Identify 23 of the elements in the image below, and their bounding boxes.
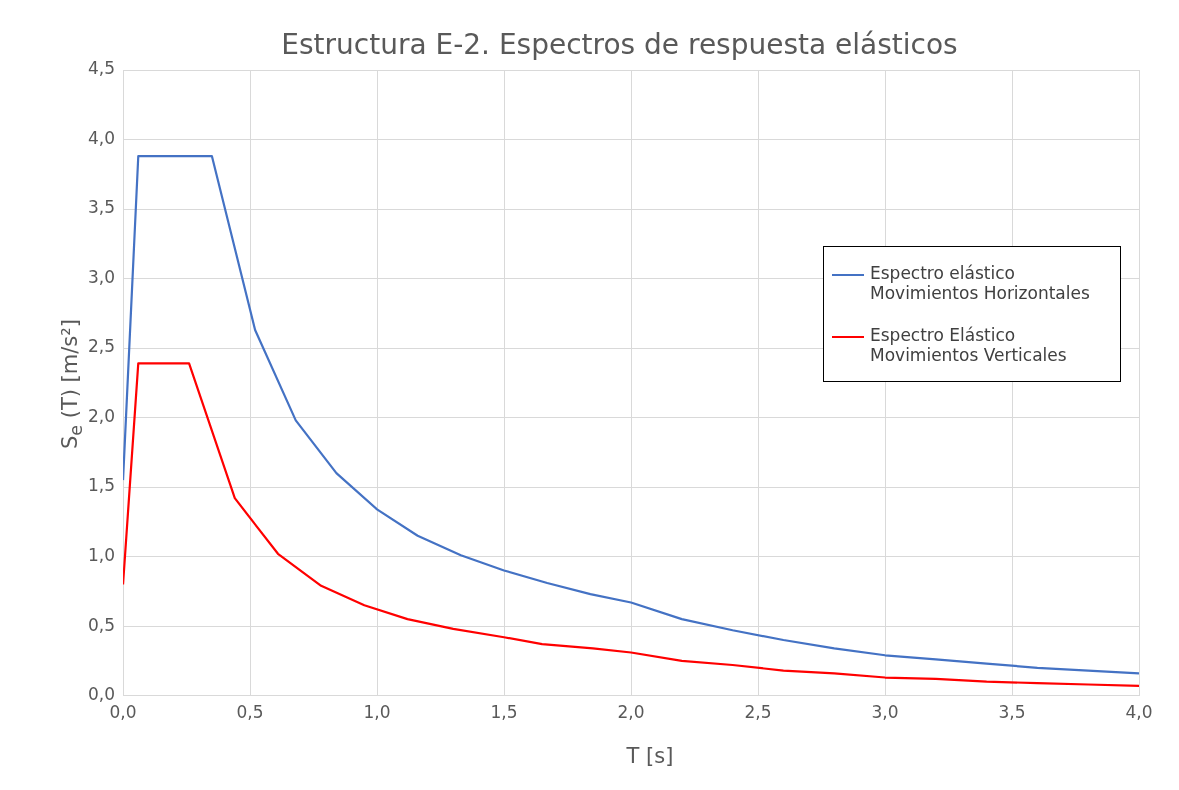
x-tick-label: 0,0 — [109, 702, 137, 723]
y-tick-label: 3,0 — [87, 266, 116, 287]
y-tick-label: 2,0 — [87, 405, 116, 426]
x-tick-label: 2,5 — [744, 702, 772, 723]
x-tick-label: 4,0 — [1125, 702, 1153, 723]
x-tick-label: 0,5 — [236, 702, 264, 723]
x-tick-label: 1,0 — [363, 702, 391, 723]
y-tick-label: 3,5 — [87, 197, 116, 218]
x-tick-label: 3,5 — [998, 702, 1026, 723]
y-tick-label: 0,5 — [87, 614, 116, 635]
y-tick-label: 4,0 — [87, 127, 116, 148]
y-tick-label: 0,0 — [87, 684, 116, 705]
chart-title: Estructura E-2. Espectros de respuesta elásticos — [281, 28, 958, 61]
legend-label: Espectro Elástico Movimientos Verticales — [870, 325, 1068, 365]
x-axis-title: T [s] — [625, 744, 675, 768]
y-tick-label: 2,5 — [87, 336, 116, 357]
x-tick-label: 3,0 — [871, 702, 899, 723]
x-tick-label: 1,5 — [490, 702, 518, 723]
y-tick-label: 1,5 — [87, 475, 116, 496]
y-tick-label: 1,0 — [87, 545, 116, 565]
y-tick-label: 4,5 — [87, 58, 116, 79]
legend-label: Espectro elástico Movimientos Horizontales — [870, 263, 1091, 303]
x-tick-label: 2,0 — [617, 702, 645, 723]
